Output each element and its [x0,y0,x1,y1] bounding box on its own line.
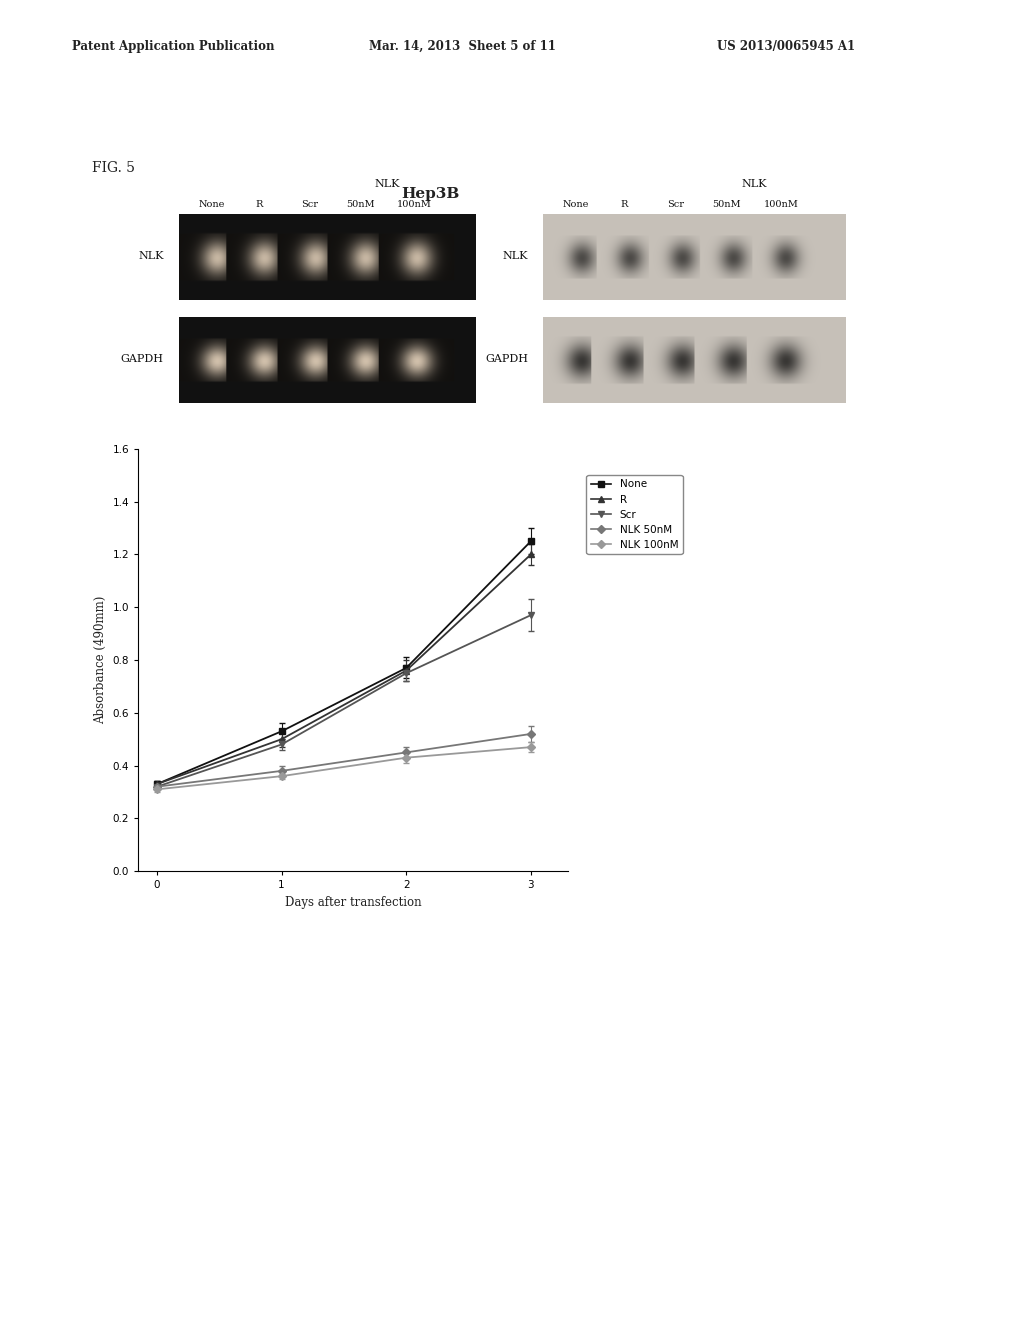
X-axis label: Days after transfection: Days after transfection [285,896,422,908]
Text: R: R [256,201,263,210]
Text: Mar. 14, 2013  Sheet 5 of 11: Mar. 14, 2013 Sheet 5 of 11 [369,40,555,53]
Text: None: None [563,201,589,210]
Y-axis label: Absorbance (490mm): Absorbance (490mm) [94,595,108,725]
Text: Hep3B: Hep3B [400,187,460,201]
Text: NLK: NLK [503,251,528,261]
Text: 50nM: 50nM [346,201,375,210]
Text: 50nM: 50nM [713,201,741,210]
Text: GAPDH: GAPDH [485,354,528,364]
Text: GAPDH: GAPDH [121,354,164,364]
Text: Patent Application Publication: Patent Application Publication [72,40,274,53]
Text: US 2013/0065945 A1: US 2013/0065945 A1 [717,40,855,53]
Text: 100nM: 100nM [396,201,431,210]
Text: NLK: NLK [138,251,164,261]
Text: R: R [621,201,628,210]
Text: Scr: Scr [667,201,684,210]
Text: NLK: NLK [375,180,399,190]
Text: 100nM: 100nM [764,201,799,210]
Text: Scr: Scr [301,201,318,210]
Text: NLK: NLK [741,180,767,190]
Text: FIG. 5: FIG. 5 [92,161,135,174]
Text: None: None [199,201,225,210]
Legend: None, R, Scr, NLK 50nM, NLK 100nM: None, R, Scr, NLK 50nM, NLK 100nM [587,475,683,554]
